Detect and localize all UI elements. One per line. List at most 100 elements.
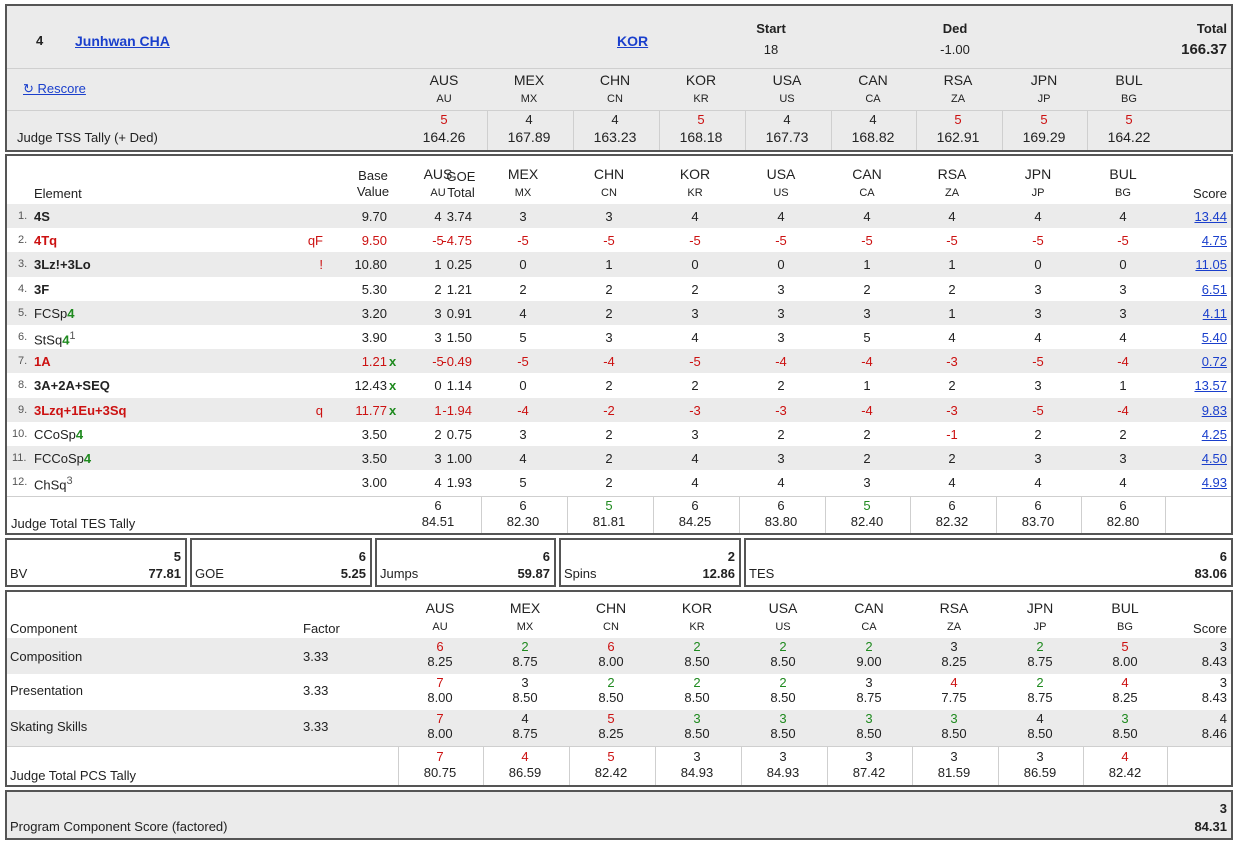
tally-divider: [827, 747, 828, 785]
element-score-link[interactable]: 6.51: [1201, 281, 1227, 297]
judge-goe-mark: 3: [691, 426, 699, 442]
judge-pc-mark: 8.50: [770, 726, 796, 741]
judge-goe-mark: 2: [605, 426, 613, 442]
element-column-header: Element: [34, 186, 82, 201]
start-label: Start: [756, 21, 786, 36]
judge-goe-mark: 1: [1119, 378, 1127, 394]
judge-pc-rank: 2: [1036, 675, 1044, 690]
element-score-link[interactable]: 4.93: [1201, 475, 1227, 491]
tes-rank: 5: [605, 498, 613, 514]
summary-tes-box: 6 TES 83.06: [744, 538, 1233, 587]
pcs-judge-score: 81.59: [937, 765, 971, 780]
judge-pc-mark: 8.25: [941, 654, 967, 669]
element-row: 4. 3F 5.30 1.21 2 2 2 2 3 2 2 3 3 6.51: [7, 282, 1231, 300]
element-row: 6. StSq41 3.90 1.50 3 5 3 4 3 5 4 4 4 5.40: [7, 330, 1231, 348]
component-judge-name: USA: [768, 600, 798, 616]
pcs-judge-score: 86.59: [508, 765, 542, 780]
component-judge-code: US: [775, 621, 791, 633]
total-label: Total: [1196, 21, 1227, 36]
tally-divider: [653, 497, 654, 533]
judge-pc-mark: 7.75: [941, 690, 967, 705]
element-score-link[interactable]: 11.05: [1195, 257, 1227, 273]
judge-name-za: RSA: [943, 72, 973, 88]
tss-score: 164.22: [1107, 129, 1151, 145]
base-value: 11.77: [355, 402, 387, 418]
element-flag: qF: [307, 233, 323, 249]
skater-name-link[interactable]: Junhwan CHA: [75, 33, 170, 49]
judge-goe-mark: -5: [946, 233, 958, 249]
rescore-link[interactable]: ↻ Rescore: [23, 81, 86, 96]
element-name: FCSp4: [34, 306, 74, 321]
judge-goe-mark: 2: [777, 378, 785, 394]
pcs-judge-rank: 7: [436, 749, 444, 764]
row-band: [7, 349, 1231, 374]
element-judge-name: USA: [766, 166, 796, 182]
judge-goe-mark: 1: [948, 305, 956, 321]
element-score-link[interactable]: 13.44: [1194, 209, 1227, 224]
element-superscript: 1: [69, 330, 76, 342]
judge-code-za: ZA: [950, 93, 966, 105]
judge-pc-mark: 8.00: [1112, 654, 1138, 669]
judge-goe-mark: 3: [863, 305, 871, 321]
element-name: 3A+2A+SEQ: [34, 378, 110, 393]
judge-goe-mark: 0: [777, 257, 785, 273]
component-judge-code: KR: [689, 621, 705, 633]
element-code: 4Tq: [34, 233, 58, 249]
tss-rank: 5: [1125, 112, 1133, 127]
element-score-link[interactable]: 4.11: [1202, 305, 1227, 321]
tss-rank: 5: [440, 112, 448, 127]
element-score-link[interactable]: 0.72: [1201, 354, 1227, 370]
judge-goe-mark: 3: [1119, 281, 1127, 297]
component-judge-name: KOR: [681, 600, 713, 616]
judge-goe-mark: 4: [1034, 475, 1042, 491]
judge-goe-mark: 3: [605, 330, 613, 345]
tally-divider: [483, 747, 484, 785]
score-column-header: Score: [1193, 186, 1227, 201]
judge-code-bg: BG: [1121, 93, 1137, 105]
tally-divider: [741, 747, 742, 785]
element-score-link[interactable]: 4.25: [1201, 426, 1227, 442]
judge-goe-mark: 3: [777, 281, 785, 297]
judge-name-kr: KOR: [685, 72, 717, 88]
goe-total: -4.75: [442, 233, 472, 249]
base-value: 10.80: [354, 257, 387, 273]
judge-goe-mark: 4: [948, 475, 956, 491]
goe-total: 0.75: [446, 426, 472, 442]
element-judge-name: MEX: [507, 166, 539, 182]
judge-goe-mark: 4: [519, 305, 527, 321]
nation-link[interactable]: KOR: [617, 33, 649, 49]
tally-divider: [916, 111, 917, 150]
judge-pc-mark: 8.00: [598, 654, 624, 669]
judge-goe-mark: 1: [605, 257, 613, 273]
judge-code-mx: MX: [520, 93, 538, 105]
judge-pc-rank: 7: [436, 711, 444, 726]
judge-goe-mark: -5: [603, 233, 615, 249]
judge-pc-rank: 3: [865, 711, 873, 726]
judge-goe-mark: 4: [1119, 475, 1127, 491]
judge-code-au: AU: [436, 93, 452, 105]
element-score-link[interactable]: 13.57: [1194, 378, 1227, 394]
judge-pc-mark: 8.75: [512, 726, 538, 741]
judge-goe-mark: 0: [691, 257, 699, 273]
tally-divider: [481, 497, 482, 533]
element-name: FCCoSp4: [34, 451, 91, 466]
element-score-link[interactable]: 4.50: [1201, 451, 1227, 466]
component-row: Presentation 3.33 7 8.00 3 8.50 2 8.50 2 8.50 2 8.5…: [7, 674, 1231, 710]
component-column-header: Component: [10, 621, 78, 636]
element-score-link[interactable]: 5.40: [1201, 330, 1227, 345]
judge-goe-mark: 3: [434, 330, 442, 345]
judge-code-us: US: [779, 93, 795, 105]
late-bonus-mark: x: [389, 402, 397, 418]
judge-pcs-label: Judge Total PCS Tally: [10, 768, 136, 783]
judge-goe-mark: -3: [946, 354, 958, 370]
goe-total: 1.00: [446, 451, 472, 466]
judge-pc-rank: 3: [521, 675, 529, 690]
tss-rank: 4: [611, 112, 619, 127]
judge-name-ca: CAN: [858, 72, 888, 88]
judge-goe-mark: 2: [691, 378, 699, 394]
element-name: 3Lz!+3Lo: [34, 257, 91, 272]
element-score-link[interactable]: 9.83: [1201, 402, 1227, 418]
skater-header-panel: 4 Junhwan CHA KOR Start 18 Ded -1.00 Tot…: [5, 4, 1233, 152]
element-score-link[interactable]: 4.75: [1201, 233, 1227, 249]
judge-goe-mark: 2: [605, 475, 613, 491]
